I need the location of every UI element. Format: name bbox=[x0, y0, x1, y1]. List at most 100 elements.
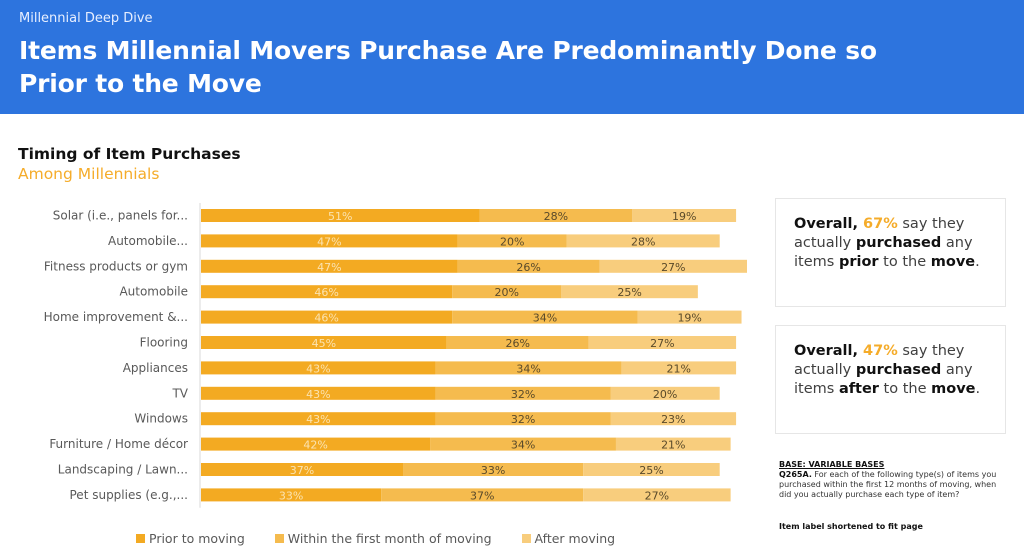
question-id: Q265A. bbox=[779, 470, 812, 479]
category-label: Automobile... bbox=[108, 234, 188, 248]
category-label: Appliances bbox=[123, 361, 188, 375]
bar-segment-after bbox=[566, 234, 720, 248]
bar-segment-within-month bbox=[479, 209, 633, 222]
data-label: 47% bbox=[317, 235, 341, 248]
bar-segment-prior bbox=[201, 386, 436, 400]
callout-text: to the bbox=[878, 254, 931, 270]
bar-segment-prior bbox=[201, 310, 453, 324]
data-label: 46% bbox=[314, 286, 338, 299]
callout-text: any items bbox=[794, 235, 973, 270]
data-label: 32% bbox=[511, 413, 535, 426]
callout-text: say they actually bbox=[794, 216, 965, 251]
question-note: Q265A. For each of the following type(s)… bbox=[779, 470, 1009, 500]
shortened-note: Item label shortened to fit page bbox=[779, 522, 923, 531]
bar-segment-prior bbox=[201, 209, 480, 222]
header-banner: Millennial Deep Dive Items Millennial Mo… bbox=[0, 0, 1024, 114]
legend-label-prior: Prior to moving bbox=[149, 531, 245, 546]
legend-label-within-month: Within the first month of moving bbox=[287, 531, 492, 546]
bar-segment-within-month bbox=[435, 361, 622, 375]
bar-segment-after bbox=[588, 336, 737, 349]
callout-bold: purchased bbox=[855, 362, 942, 378]
bar-segment-after bbox=[583, 488, 731, 502]
bar-segment-after bbox=[610, 386, 720, 400]
bar-segment-after bbox=[632, 209, 737, 222]
callout-bold: prior bbox=[838, 254, 879, 270]
bar-segment-within-month bbox=[403, 463, 584, 476]
bar-segment-prior bbox=[201, 336, 447, 349]
bar-segment-after bbox=[615, 437, 731, 451]
data-label: 32% bbox=[511, 388, 535, 401]
bar-segment-prior bbox=[201, 412, 436, 426]
data-label: 23% bbox=[661, 413, 685, 426]
data-label: 43% bbox=[306, 388, 330, 401]
callout-bold: move bbox=[930, 254, 976, 270]
bar-segment-prior bbox=[201, 285, 453, 299]
bar-segment-after bbox=[610, 412, 737, 426]
data-label: 47% bbox=[317, 261, 341, 274]
data-label: 45% bbox=[312, 337, 336, 350]
data-label: 25% bbox=[617, 286, 641, 299]
data-label: 27% bbox=[650, 337, 674, 350]
data-label: 20% bbox=[500, 235, 524, 248]
data-label: 33% bbox=[279, 489, 303, 502]
data-label: 42% bbox=[303, 439, 327, 452]
data-label: 46% bbox=[314, 312, 338, 325]
callout-lead: Overall, bbox=[794, 216, 864, 232]
category-label: Home improvement &... bbox=[44, 310, 188, 324]
data-label: 34% bbox=[511, 439, 535, 452]
data-label: 27% bbox=[661, 261, 685, 274]
bar-segment-prior bbox=[201, 437, 431, 451]
chart-legend: Prior to moving Within the first month o… bbox=[136, 531, 645, 546]
category-label: Automobile bbox=[119, 285, 188, 299]
callout-lead: Overall, bbox=[794, 343, 864, 359]
bar-segment-prior bbox=[201, 488, 382, 502]
callout-percent: 47% bbox=[863, 343, 898, 359]
legend-swatch-within-month bbox=[274, 534, 284, 543]
category-label: Fitness products or gym bbox=[44, 259, 188, 273]
bar-segment-within-month bbox=[452, 285, 562, 299]
category-label: Landscaping / Lawn... bbox=[58, 463, 188, 477]
bar-segment-within-month bbox=[446, 336, 589, 349]
legend-label-after: After moving bbox=[534, 531, 616, 546]
callout-text: any items bbox=[794, 362, 973, 397]
callout-text: say they actually bbox=[794, 343, 965, 378]
data-label: 43% bbox=[306, 362, 330, 375]
bar-segment-within-month bbox=[435, 412, 611, 426]
bar-segment-after bbox=[621, 361, 737, 375]
data-label: 19% bbox=[677, 312, 701, 325]
bar-segment-within-month bbox=[457, 259, 600, 273]
data-label: 43% bbox=[306, 413, 330, 426]
data-label: 21% bbox=[661, 439, 685, 452]
legend-swatch-prior bbox=[136, 534, 145, 543]
legend-item-within-month: Within the first month of moving bbox=[274, 531, 492, 546]
base-note: BASE: VARIABLE BASES bbox=[779, 460, 885, 469]
bar-segment-after bbox=[561, 285, 698, 299]
data-label: 27% bbox=[645, 489, 669, 502]
bar-segment-after bbox=[637, 310, 742, 324]
callout-text: . bbox=[975, 254, 980, 270]
bar-segment-prior bbox=[201, 463, 404, 476]
data-label: 33% bbox=[481, 464, 505, 477]
bar-segment-within-month bbox=[452, 310, 638, 324]
bar-segment-within-month bbox=[457, 234, 567, 248]
callout-bold: move bbox=[931, 381, 976, 397]
callout-bold: purchased bbox=[855, 235, 942, 251]
bar-segment-within-month bbox=[435, 386, 611, 400]
legend-item-after: After moving bbox=[521, 531, 616, 546]
data-label: 34% bbox=[516, 362, 540, 375]
category-label: Flooring bbox=[140, 336, 188, 350]
bar-segment-after bbox=[599, 259, 747, 273]
bar-segment-after bbox=[583, 463, 720, 476]
stacked-bar-chart: Solar (i.e., panels for... 51% 28% 19% Autom… bbox=[44, 203, 747, 508]
data-label: 37% bbox=[470, 489, 494, 502]
category-label: Pet supplies (e.g.,... bbox=[70, 488, 189, 502]
data-label: 34% bbox=[533, 312, 557, 325]
bar-segment-prior bbox=[201, 361, 436, 375]
bar-segment-within-month bbox=[430, 437, 616, 451]
data-label: 51% bbox=[328, 210, 352, 223]
question-text: For each of the following type(s) of ite… bbox=[779, 470, 997, 499]
data-label: 37% bbox=[290, 464, 314, 477]
chart-title: Timing of Item Purchases bbox=[18, 145, 241, 163]
callout-after: Overall, 47% say they actually purchased… bbox=[775, 325, 1006, 434]
data-label: 20% bbox=[495, 286, 519, 299]
